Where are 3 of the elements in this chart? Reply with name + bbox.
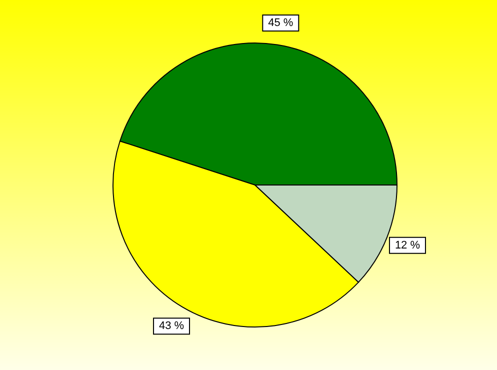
data-label: 45 % xyxy=(268,17,294,30)
data-label: 12 % xyxy=(394,239,420,252)
data-label: 43 % xyxy=(158,320,184,332)
